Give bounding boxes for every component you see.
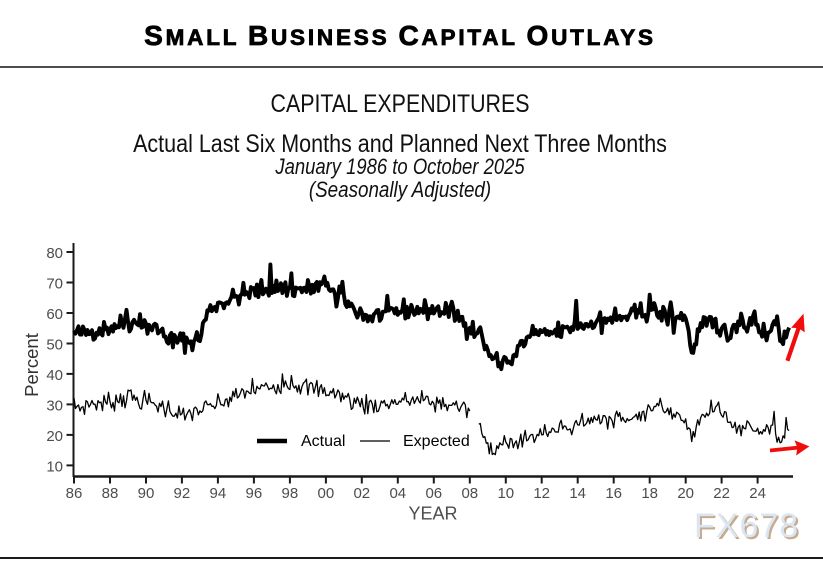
- svg-text:Actual: Actual: [301, 433, 345, 450]
- svg-text:70: 70: [46, 276, 63, 293]
- svg-text:14: 14: [569, 485, 586, 502]
- svg-text:20: 20: [677, 485, 694, 502]
- svg-text:30: 30: [46, 397, 63, 414]
- svg-text:18: 18: [641, 485, 658, 502]
- svg-text:10: 10: [46, 458, 63, 475]
- svg-text:92: 92: [174, 485, 191, 502]
- svg-text:86: 86: [66, 485, 83, 502]
- svg-text:04: 04: [389, 485, 406, 502]
- svg-text:24: 24: [749, 485, 766, 502]
- svg-text:Expected: Expected: [403, 433, 470, 450]
- svg-text:Percent: Percent: [21, 333, 42, 397]
- svg-text:06: 06: [425, 485, 442, 502]
- svg-text:94: 94: [210, 485, 227, 502]
- svg-text:98: 98: [282, 485, 299, 502]
- svg-text:10: 10: [497, 485, 514, 502]
- svg-text:80: 80: [46, 245, 63, 262]
- svg-text:12: 12: [533, 485, 550, 502]
- svg-text:02: 02: [353, 485, 370, 502]
- svg-text:60: 60: [46, 306, 63, 323]
- svg-text:96: 96: [246, 485, 263, 502]
- svg-text:90: 90: [138, 485, 155, 502]
- svg-text:88: 88: [102, 485, 119, 502]
- svg-text:08: 08: [461, 485, 478, 502]
- svg-text:00: 00: [318, 485, 335, 502]
- svg-text:40: 40: [46, 367, 63, 384]
- svg-text:20: 20: [46, 428, 63, 445]
- svg-text:YEAR: YEAR: [408, 504, 457, 524]
- svg-text:50: 50: [46, 337, 63, 354]
- svg-text:16: 16: [605, 485, 622, 502]
- svg-text:22: 22: [713, 485, 730, 502]
